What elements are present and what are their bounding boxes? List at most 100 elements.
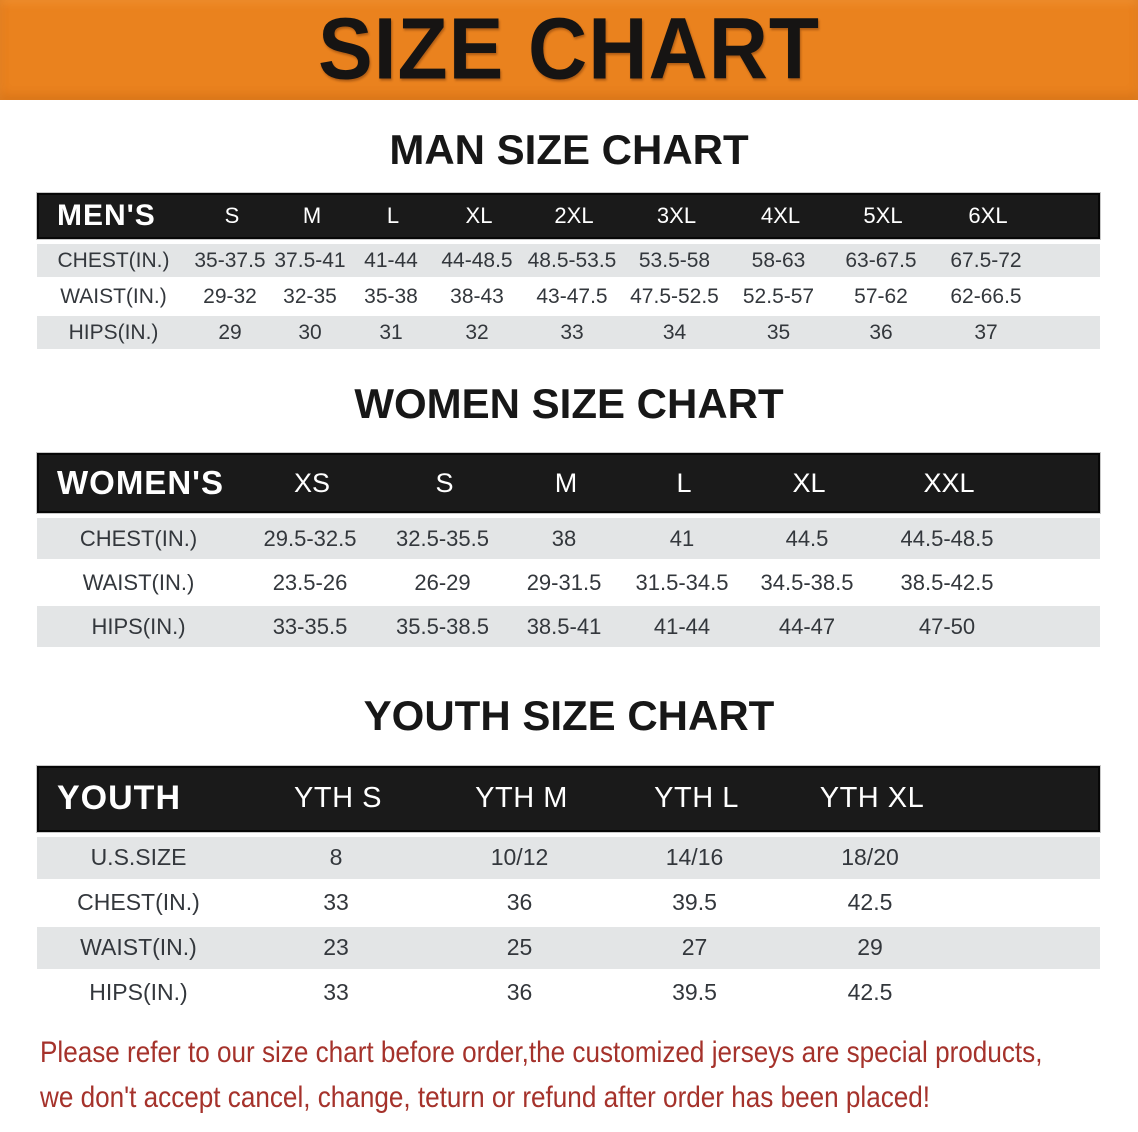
table-header-row: MEN'S S M L XL 2XL 3XL 4XL 5XL 6XL [37,193,1100,240]
size-value-cell: 53.5-58 [638,248,711,272]
size-value-cell: 26-29 [414,569,471,595]
disclaimer-line-1: Please refer to our size chart before or… [40,1035,1043,1069]
size-value-cell: 29-32 [203,284,257,308]
size-value-cell: 44-48.5 [441,248,513,272]
size-value-cell: 32-35 [283,284,337,308]
size-value-cell: 47-50 [918,613,976,639]
size-value-cell: 44.5-48.5 [900,525,994,551]
size-column-header: S [435,467,454,498]
size-column-header: XL [465,203,493,229]
size-column-header: L [386,203,400,229]
youth-section-heading: YOUTH SIZE CHART [363,692,775,740]
size-value-cell: 36 [506,889,533,916]
size-value-cell: 37 [974,320,998,344]
size-value-cell: 52.5-57 [742,284,815,308]
size-value-cell: 44.5 [785,525,829,551]
table-row: CHEST(IN.) 35-37.5 37.5-41 41-44 44-48.5 48.5… [37,244,1100,278]
size-value-cell: 42.5 [847,889,893,916]
size-value-cell: 38 [551,525,577,551]
table-row: U.S.SIZE 8 10/12 14/16 18/20 [37,836,1100,879]
size-column-header: XXL [923,467,975,498]
row-label: CHEST(IN.) [79,525,198,551]
row-label: WAIST(IN.) [80,934,197,961]
size-value-cell: 33 [560,320,584,344]
size-value-cell: 14/16 [665,844,724,871]
row-label: CHEST(IN.) [57,248,170,272]
size-value-cell: 39.5 [672,979,717,1006]
size-value-cell: 48.5-53.5 [527,248,617,272]
table-row: WAIST(IN.) 23 25 27 29 [37,926,1100,969]
size-column-header: YTH M [475,782,568,815]
size-value-cell: 25 [506,934,533,961]
size-column-header: 2XL [554,203,594,229]
size-value-cell: 37.5-41 [274,248,346,272]
size-value-cell: 43-47.5 [536,284,608,308]
size-column-header: YTH XL [819,782,925,815]
banner-title: SIZE CHART [318,1,820,98]
size-value-cell: 35 [766,320,791,344]
table-row: WAIST(IN.) 29-32 32-35 35-38 38-43 43-47.5 47.… [37,280,1100,314]
size-value-cell: 39.5 [672,889,717,916]
size-value-cell: 44-47 [778,613,836,639]
table-header-label: MEN'S [57,199,156,233]
table-header-row: WOMEN'S XS S M L XL XXL [37,453,1100,514]
size-column-header: XS [293,467,331,498]
size-value-cell: 8 [329,844,343,871]
size-value-cell: 31 [379,320,403,344]
row-label: HIPS(IN.) [91,613,186,639]
disclaimer-line-2: we don't accept cancel, change, teturn o… [40,1080,931,1114]
size-value-cell: 32.5-35.5 [396,525,489,551]
size-value-cell: 38.5-41 [526,613,602,639]
women-size-table: WOMEN'S XS S M L XL XXL CHEST(IN.) 29.5-32.5 32.5… [37,453,1100,648]
size-value-cell: 58-63 [751,248,806,272]
size-value-cell: 29.5-32.5 [263,525,357,551]
size-value-cell: 41 [669,525,695,551]
row-label: WAIST(IN.) [82,569,195,595]
size-value-cell: 35-38 [364,284,418,308]
men-section-heading: MAN SIZE CHART [389,126,749,173]
row-label: WAIST(IN.) [60,284,167,308]
size-value-cell: 36 [506,979,533,1006]
size-value-cell: 33 [323,979,349,1006]
table-row: HIPS(IN.) 29 30 31 32 33 34 35 36 37 [37,316,1100,350]
size-value-cell: 62-66.5 [950,284,1022,308]
size-chart-banner: SIZE CHART [0,0,1138,100]
size-value-cell: 34.5-38.5 [760,569,854,595]
size-value-cell: 63-67.5 [845,248,917,272]
size-value-cell: 35.5-38.5 [396,613,489,639]
size-value-cell: 18/20 [841,844,899,871]
size-value-cell: 29 [857,934,883,961]
row-label: CHEST(IN.) [77,889,200,916]
size-value-cell: 31.5-34.5 [635,569,729,595]
men-size-table: MEN'S S M L XL 2XL 3XL 4XL 5XL 6XL CHEST(IN.) 35-37… [37,193,1100,350]
size-value-cell: 29 [218,320,242,344]
table-header-label: WOMEN'S [57,464,225,502]
size-value-cell: 30 [298,320,322,344]
row-label: U.S.SIZE [90,844,187,871]
size-value-cell: 35-37.5 [194,248,266,272]
table-row: CHEST(IN.) 33 36 39.5 42.5 [37,881,1100,924]
size-value-cell: 42.5 [847,979,893,1006]
size-value-cell: 38.5-42.5 [900,569,994,595]
size-column-header: 6XL [968,203,1008,229]
row-label: HIPS(IN.) [89,979,188,1006]
size-column-header: XL [792,467,826,498]
table-row: CHEST(IN.) 29.5-32.5 32.5-35.5 38 41 44.5 44.5… [37,518,1100,560]
disclaimer-text: Please refer to our size chart before or… [40,1030,1043,1120]
row-label: HIPS(IN.) [68,320,159,344]
size-column-header: 4XL [760,203,801,229]
table-row: HIPS(IN.) 33-35.5 35.5-38.5 38.5-41 41-44 44-… [37,606,1100,648]
size-value-cell: 33 [323,889,349,916]
size-column-header: L [676,467,692,498]
size-value-cell: 47.5-52.5 [630,284,719,308]
size-column-header: 5XL [863,203,903,229]
size-value-cell: 10/12 [490,844,549,871]
table-header-label: YOUTH [57,779,181,818]
size-value-cell: 23.5-26 [272,569,348,595]
size-value-cell: 23 [323,934,349,961]
size-value-cell: 41-44 [364,248,418,272]
size-value-cell: 32 [465,320,489,344]
size-value-cell: 34 [662,320,687,344]
size-value-cell: 38-43 [450,284,504,308]
size-column-header: M [302,203,322,229]
